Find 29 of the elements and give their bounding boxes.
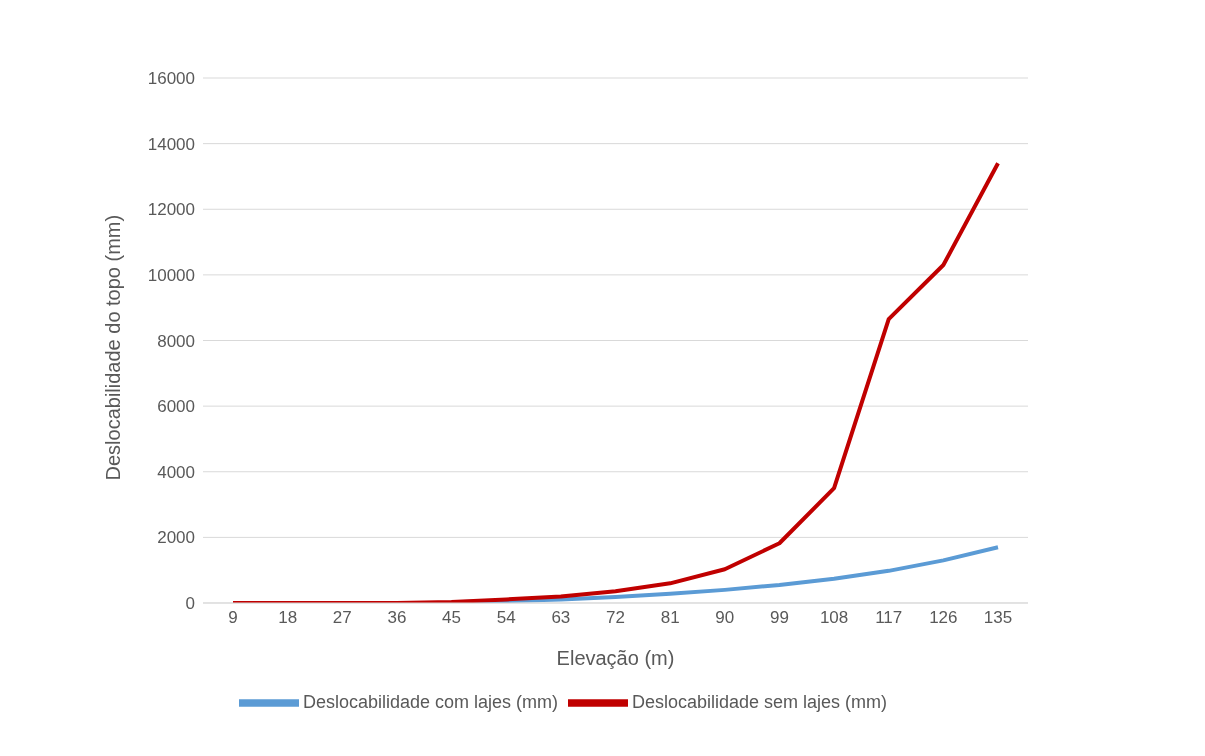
x-tick-label: 108	[819, 608, 849, 628]
x-tick-label: 63	[551, 608, 571, 628]
x-tick-label: 18	[278, 608, 298, 628]
x-tick-label: 45	[442, 608, 462, 628]
y-tick-label: 12000	[147, 200, 195, 220]
y-tick-label: 4000	[157, 462, 195, 482]
line-series	[231, 161, 1000, 603]
y-tick-label: 16000	[147, 69, 195, 89]
x-tick-label: 27	[332, 608, 352, 628]
x-tick-label: 36	[387, 608, 407, 628]
x-tick-label: 72	[606, 608, 625, 628]
y-axis-title: Deslocabilidade do topo (mm)	[102, 214, 125, 481]
x-tick-label: 81	[660, 608, 680, 628]
legend-label: Deslocabilidade com lajes (mm)	[302, 691, 558, 712]
y-tick-label: 0	[185, 594, 195, 614]
x-tick-label: 54	[496, 608, 516, 628]
x-tick-label: 135	[983, 608, 1013, 628]
x-tick-label: 126	[929, 608, 958, 628]
x-tick-label: 90	[715, 608, 735, 628]
y-tick-label: 2000	[157, 528, 195, 548]
y-tick-label: 10000	[147, 265, 195, 285]
x-axis-title: Elevação (m)	[556, 647, 675, 669]
x-tick-label: 99	[769, 608, 789, 628]
legend-label: Deslocabilidade sem lajes (mm)	[632, 691, 888, 712]
y-tick-label: 8000	[157, 331, 195, 351]
y-tick-label: 14000	[147, 134, 195, 154]
x-tick-label: 117	[875, 608, 903, 628]
y-tick-label: 6000	[157, 397, 195, 417]
x-tick-label: 9	[228, 608, 238, 628]
